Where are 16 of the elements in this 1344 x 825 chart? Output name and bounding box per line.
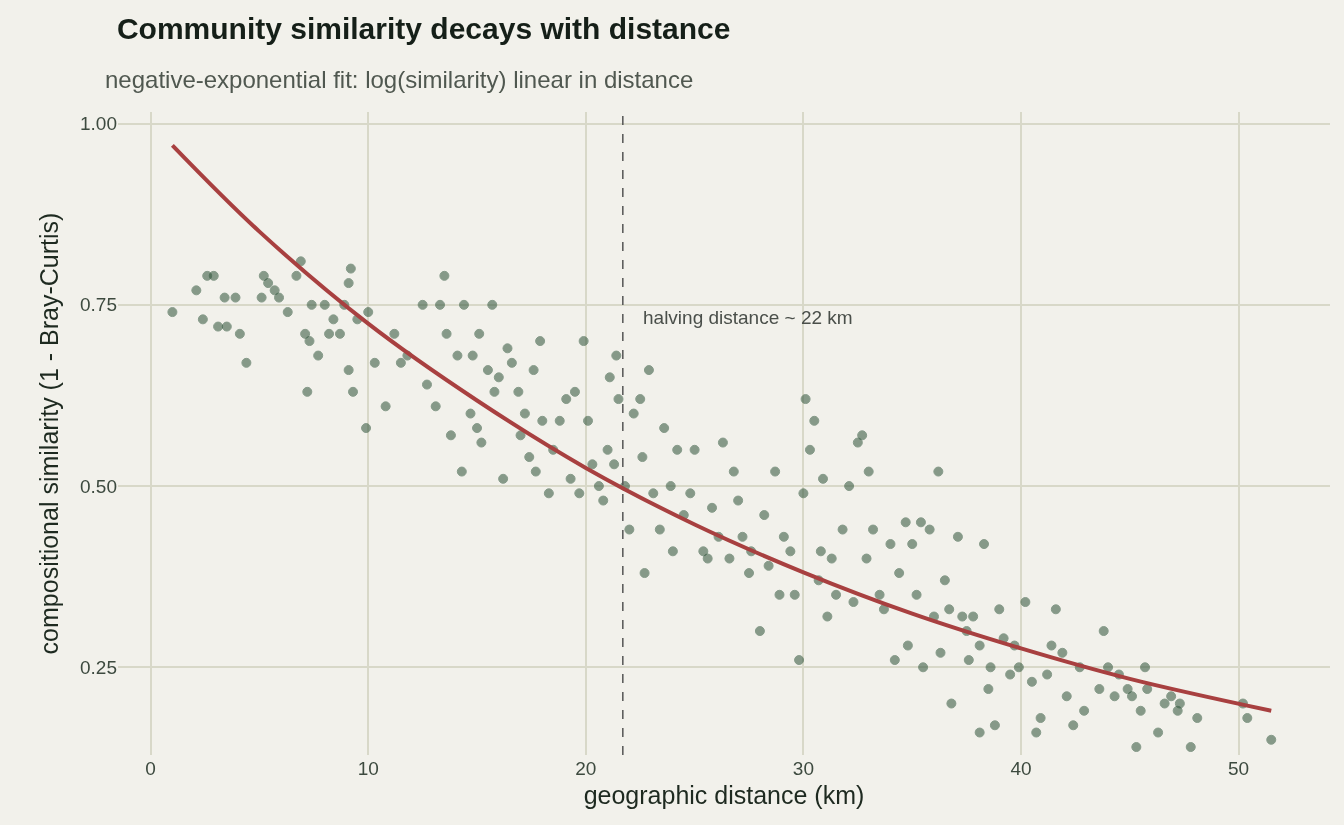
line-series: [170, 143, 1274, 713]
y-tick-label: 0.50: [80, 475, 117, 497]
x-tick-label: 40: [1010, 758, 1032, 779]
x-tick-label: 50: [1228, 758, 1250, 779]
x-tick-label: 10: [357, 758, 379, 779]
y-axis-title: compositional similarity (1 - Bray-Curtis): [34, 212, 63, 655]
y-tick-label: 0.25: [80, 656, 117, 678]
x-tick-label: 30: [792, 758, 814, 779]
ref-line-label: halving distance ~ 22 km: [643, 307, 853, 328]
chart-subtitle: negative-exponential fit: log(similarity) linear in distance: [105, 66, 694, 93]
x-axis-title: geographic distance (km): [583, 781, 865, 809]
y-tick-label: 0.75: [80, 294, 117, 316]
chart-title: Community similarity decays with distance: [116, 12, 731, 46]
x-tick-label: 0: [145, 758, 156, 779]
y-tick-label: 1.00: [80, 113, 117, 135]
x-tick-label: 20: [575, 758, 597, 779]
